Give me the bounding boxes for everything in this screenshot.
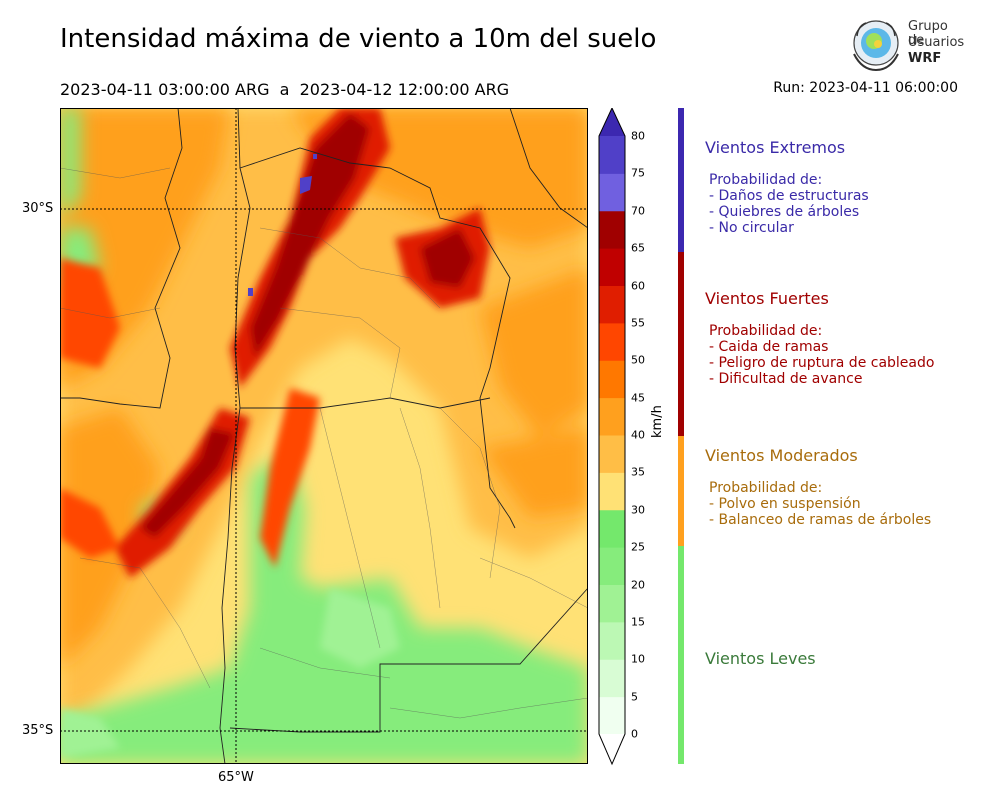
category-line: Probabilidad de: bbox=[709, 172, 823, 188]
colorbar-band bbox=[599, 397, 625, 436]
category-body-moderate: Probabilidad de: - Polvo en suspensión - B… bbox=[709, 480, 931, 528]
colorbar-tick-label: 40 bbox=[631, 428, 645, 442]
moderate-wind-bar bbox=[678, 436, 684, 546]
category-title-extreme: Vientos Extremos bbox=[705, 138, 846, 157]
category-line: - No circular bbox=[709, 220, 794, 236]
colorbar-tick-label: 20 bbox=[631, 578, 645, 591]
category-line: - Polvo en suspensión bbox=[709, 496, 861, 512]
colorbar-tick-label: 50 bbox=[631, 353, 645, 367]
category-line: - Quiebres de árboles bbox=[709, 204, 860, 220]
colorbar-band bbox=[599, 322, 625, 361]
colorbar-band bbox=[599, 435, 625, 473]
colorbar-extend-top bbox=[599, 108, 625, 136]
category-body-strong: Probabilidad de: - Caida de ramas - Peligr… bbox=[709, 323, 934, 387]
colorbar-band bbox=[599, 547, 625, 585]
category-line: Probabilidad de: bbox=[709, 323, 823, 339]
colorbar-band bbox=[599, 621, 625, 660]
colorbar-tick-label: 70 bbox=[631, 204, 645, 218]
light-wind-bar bbox=[678, 546, 684, 764]
colorbar-tick-label: 5 bbox=[631, 690, 638, 704]
logo-line-3: WRF bbox=[908, 51, 942, 66]
colorbar-band bbox=[599, 248, 625, 286]
colorbar-tick-label: 45 bbox=[631, 391, 645, 405]
colorbar-band bbox=[599, 285, 625, 324]
colorbar-tick-label: 55 bbox=[631, 316, 645, 330]
wrf-logo: Grupo de Usuarios WRF bbox=[848, 16, 968, 74]
colorbar-tick-label: 15 bbox=[631, 615, 645, 629]
category-line: - Caida de ramas bbox=[709, 339, 829, 355]
colorbar-band bbox=[599, 584, 625, 623]
category-line: - Dificultad de avance bbox=[709, 371, 863, 387]
colorbar-band bbox=[599, 696, 625, 735]
lat-label-35s: 35°S bbox=[22, 723, 54, 738]
colorbar-tick-label: 75 bbox=[631, 166, 645, 180]
extreme-wind-bar bbox=[678, 108, 684, 252]
category-title-strong: Vientos Fuertes bbox=[705, 289, 829, 308]
colorbar-tick-label: 60 bbox=[631, 279, 645, 292]
colorbar-band bbox=[599, 136, 625, 174]
category-line: - Peligro de ruptura de cableado bbox=[709, 355, 935, 371]
colorbar-band bbox=[599, 210, 625, 249]
colorbar-tick-label: 25 bbox=[631, 540, 645, 554]
colorbar bbox=[598, 108, 626, 766]
category-title-moderate: Vientos Moderados bbox=[705, 446, 858, 465]
colorbar-unit-label: km/h bbox=[650, 405, 665, 438]
colorbar-tick-label: 80 bbox=[631, 129, 645, 143]
colorbar-band bbox=[599, 173, 625, 212]
colorbar-band bbox=[599, 360, 625, 399]
chart-title: Intensidad máxima de viento a 10m del su… bbox=[60, 24, 657, 54]
category-title-light: Vientos Leves bbox=[705, 649, 816, 668]
colorbar-extend-bottom bbox=[599, 734, 625, 764]
colorbar-outline bbox=[598, 108, 626, 766]
lat-label-30s: 30°S bbox=[22, 201, 54, 216]
colorbar-band bbox=[599, 472, 625, 511]
strong-wind-bar bbox=[678, 252, 684, 436]
colorbar-tick-label: 0 bbox=[631, 727, 638, 741]
logo-line-2: Usuarios bbox=[908, 35, 965, 50]
globe-icon bbox=[853, 20, 899, 72]
category-body-extreme: Probabilidad de: - Daños de estructuras - … bbox=[709, 172, 869, 236]
colorbar-band bbox=[599, 509, 625, 548]
category-line: Probabilidad de: bbox=[709, 480, 823, 496]
colorbar-tick-label: 35 bbox=[631, 465, 645, 479]
logo-line-1: Grupo de bbox=[908, 19, 948, 48]
colorbar-tick-label: 10 bbox=[631, 652, 645, 666]
run-timestamp: Run: 2023-04-11 06:00:00 bbox=[773, 80, 958, 96]
colorbar-tick-label: 30 bbox=[631, 503, 645, 517]
category-line: - Daños de estructuras bbox=[709, 188, 869, 204]
wind-map bbox=[60, 108, 588, 764]
lon-label-65w: 65°W bbox=[218, 770, 254, 785]
date-range-subtitle: 2023-04-11 03:00:00 ARG a 2023-04-12 12:… bbox=[60, 80, 510, 99]
colorbar-band bbox=[599, 659, 625, 698]
colorbar-tick-label: 65 bbox=[631, 241, 645, 255]
category-line: - Balanceo de ramas de árboles bbox=[709, 512, 932, 528]
